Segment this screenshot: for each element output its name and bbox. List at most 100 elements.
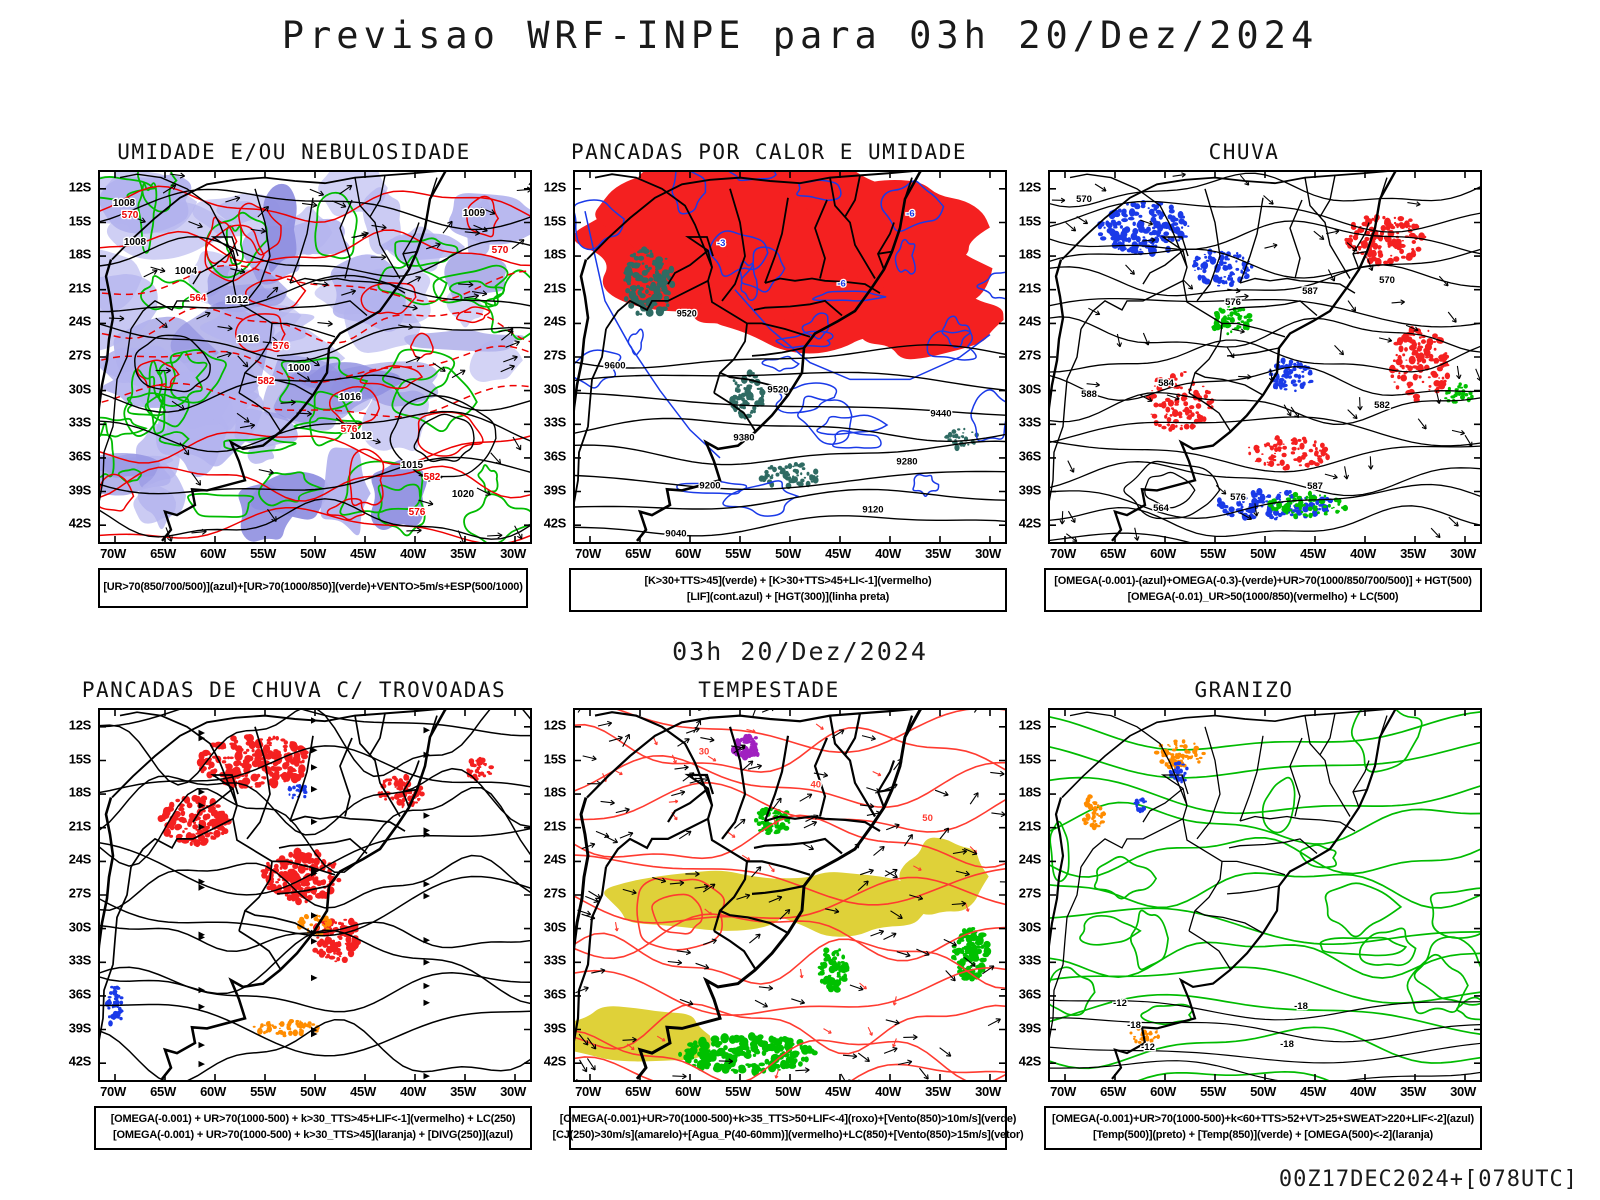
lon-tick-label: 35W [925, 546, 951, 561]
svg-text:30: 30 [699, 746, 710, 757]
caption-line: [OMEGA(-0.001)-(azul)+OMEGA(-0.3)-(verde… [1054, 575, 1472, 588]
svg-text:9520: 9520 [767, 384, 788, 395]
lat-tick-label: 33S [68, 414, 92, 430]
lon-tick-label: 50W [775, 1084, 801, 1099]
svg-text:-6: -6 [906, 208, 914, 219]
svg-text:1012: 1012 [350, 431, 373, 442]
lat-tick-label: 24S [68, 313, 92, 329]
lon-tick-label: 30W [500, 546, 526, 561]
svg-text:9440: 9440 [930, 408, 951, 419]
run-timestamp: 00Z17DEC2024+[078UTC] [1278, 1167, 1578, 1192]
svg-text:-6: -6 [837, 279, 845, 290]
lon-tick-label: 35W [925, 1084, 951, 1099]
lon-tick-label: 45W [350, 1084, 376, 1099]
lon-tick-label: 55W [725, 1084, 751, 1099]
lon-tick-label: 50W [300, 546, 326, 561]
lon-tick-label: 55W [725, 546, 751, 561]
svg-text:1008: 1008 [124, 237, 147, 248]
map-frame: 30 30 40 40 50 50 [573, 708, 1007, 1082]
svg-text:-18: -18 [1294, 1001, 1308, 1012]
svg-text:1012: 1012 [226, 295, 249, 306]
svg-text:-18: -18 [1127, 1020, 1141, 1031]
lon-tick-label: 70W [575, 546, 601, 561]
lon-tick-label: 45W [1300, 546, 1326, 561]
lat-tick-label: 42S [543, 515, 567, 531]
lon-tick-label: 40W [875, 1084, 901, 1099]
map-canvas: 5705705765765825825645645875875885885765… [1050, 172, 1480, 542]
map-frame: 570 570 576 576 582 582 564 564 587 587 588 588 576 5… [1048, 170, 1482, 544]
svg-text:584: 584 [1158, 378, 1175, 389]
lat-tick-label: 24S [1018, 313, 1042, 329]
svg-text:564: 564 [190, 293, 207, 304]
lon-tick-label: 30W [1450, 1084, 1476, 1099]
svg-text:-3: -3 [717, 238, 725, 249]
svg-text:576: 576 [409, 507, 426, 518]
svg-text:582: 582 [1374, 400, 1390, 411]
svg-text:-6: -6 [906, 208, 914, 219]
caption-line: [OMEGA(-0.001) + UR>70(1000-500) + k>30_… [110, 1113, 516, 1126]
lon-tick-label: 45W [350, 546, 376, 561]
lon-tick-label: 50W [775, 546, 801, 561]
svg-text:587: 587 [1307, 481, 1323, 492]
svg-text:9120: 9120 [862, 504, 883, 515]
svg-text:576: 576 [273, 341, 290, 352]
svg-text:582: 582 [1374, 400, 1390, 411]
svg-text:576: 576 [1225, 297, 1241, 308]
svg-text:587: 587 [1302, 286, 1318, 297]
caption-line: [OMEGA(-0.001) + UR>70(1000-500) + k>30_… [113, 1129, 513, 1141]
svg-text:1004: 1004 [175, 266, 198, 277]
svg-text:570: 570 [122, 210, 139, 221]
lat-tick-label: 15S [1018, 213, 1042, 228]
svg-text:9440: 9440 [930, 408, 951, 419]
lat-tick-label: 21S [543, 280, 567, 296]
svg-text:-12: -12 [1141, 1042, 1155, 1053]
panel-title: CHUVA [1208, 140, 1280, 164]
panel-caption: [OMEGA(-0.001)-(azul)+OMEGA(-0.3)-(verde… [1044, 568, 1482, 612]
lat-tick-label: 18S [1018, 784, 1042, 800]
svg-text:582: 582 [258, 376, 275, 387]
svg-text:9200: 9200 [699, 480, 720, 491]
map-frame: 9600 9600 9520 9520 9440 9440 9380 9380 9280 9280… [573, 170, 1007, 544]
lat-tick-label: 39S [543, 482, 567, 497]
svg-text:1012: 1012 [226, 295, 249, 306]
svg-text:-18: -18 [1280, 1039, 1294, 1050]
svg-text:9200: 9200 [699, 480, 720, 491]
lon-tick-label: 70W [575, 1084, 601, 1099]
lon-tick-label: 65W [625, 1084, 651, 1099]
lat-tick-label: 18S [68, 246, 92, 262]
lat-tick-label: 42S [543, 1053, 567, 1069]
caption-line: [Temp(500)](preto) + [Temp(850)](verde) … [1093, 1129, 1433, 1141]
caption-line: [UR>70(850/700/500)](azul)+[UR>70(1000/8… [103, 581, 523, 594]
caption-line: [CJ(250)>30m/s](amarelo)+[Agua_P(40-60mm… [552, 1129, 1024, 1141]
svg-text:587: 587 [1307, 481, 1323, 492]
map-frame [98, 708, 532, 1082]
lat-tick-label: 18S [543, 784, 567, 800]
lon-tick-label: 70W [1050, 1084, 1076, 1099]
svg-text:9600: 9600 [604, 360, 625, 371]
lat-tick-label: 18S [68, 784, 92, 800]
svg-text:9380: 9380 [733, 432, 754, 443]
lat-tick-label: 27S [68, 347, 92, 363]
svg-text:564: 564 [1153, 503, 1170, 514]
svg-text:582: 582 [424, 472, 441, 483]
lon-tick-label: 60W [675, 1084, 701, 1099]
lat-tick-label: 36S [1018, 986, 1042, 1002]
svg-text:1016: 1016 [237, 334, 260, 345]
map-frame: -12 -12 -18 -18 -18 -18 -18 -18 -12 -12 [1048, 708, 1482, 1082]
lat-tick-label: 33S [543, 952, 567, 968]
svg-text:570: 570 [492, 245, 509, 256]
lat-tick-label: 15S [543, 213, 567, 228]
panel-title: PANCADAS DE CHUVA C/ TROVOADAS [81, 678, 507, 702]
lat-tick-label: 36S [1018, 448, 1042, 464]
lat-tick-label: 12S [1018, 179, 1042, 195]
svg-text:1008: 1008 [113, 198, 136, 209]
svg-text:-18: -18 [1280, 1039, 1294, 1050]
lat-tick-label: 36S [68, 986, 92, 1002]
page-title: Previsao WRF-INPE para 03h 20/Dez/2024 [281, 14, 1319, 57]
svg-text:584: 584 [1158, 378, 1175, 389]
svg-text:-12: -12 [1141, 1042, 1155, 1053]
svg-text:1009: 1009 [463, 208, 486, 219]
lon-tick-label: 30W [975, 546, 1001, 561]
lon-tick-label: 70W [100, 546, 126, 561]
caption-line: [K>30+TTS>45](verde) + [K>30+TTS>45+LI<-… [644, 575, 932, 588]
